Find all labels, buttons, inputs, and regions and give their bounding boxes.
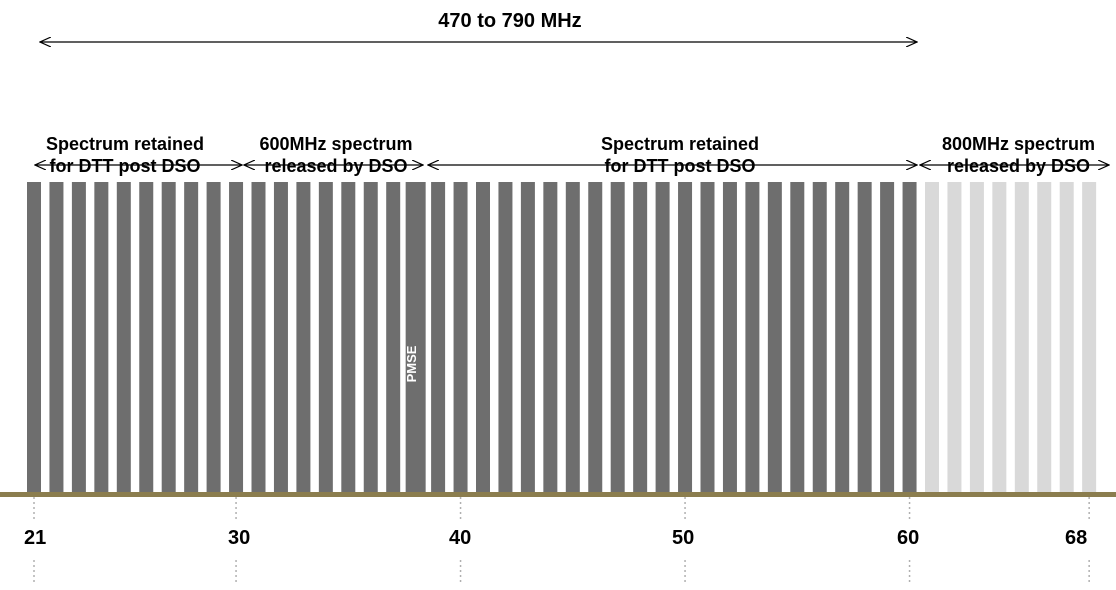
baseline [0,492,1116,497]
channel-bar-35 [341,182,356,492]
pmse-label: PMSE [404,345,419,383]
tick-label-60: 60 [897,527,920,549]
channel-bar-60 [902,182,917,492]
channel-bar-24 [94,182,109,492]
channel-bar-66 [1037,182,1052,492]
tick-label-68: 68 [1065,527,1088,549]
segment-label-line: released by DSO [264,156,408,176]
channel-bar-47 [610,182,625,492]
channel-bar-23 [71,182,86,492]
channel-bar-49 [655,182,670,492]
segment-label-retained-high: Spectrum retained for DTT post DSO [560,133,800,177]
tick-label-30: 30 [228,527,251,549]
tick-label-50: 50 [672,527,695,549]
channel-bar-22 [49,182,64,492]
segment-label-line: Spectrum retained [45,134,205,154]
channel-bar-45 [565,182,580,492]
segment-label-800mhz-released: 800MHz spectrum released by DSO [916,133,1116,177]
channel-bar-30 [229,182,244,492]
segment-label-line: released by DSO [946,156,1091,176]
channel-bar-63 [969,182,984,492]
channel-bar-34 [318,182,333,492]
channel-bar-67 [1059,182,1074,492]
pmse-bar [405,182,426,492]
channel-bar-33 [296,182,311,492]
segment-label-600mhz-released: 600MHz spectrum released by DSO [236,133,436,177]
channel-bar-55 [790,182,805,492]
channel-bar-51 [700,182,715,492]
channel-bar-48 [633,182,648,492]
tick-label-21: 21 [24,527,47,549]
channel-bar-37 [386,182,401,492]
channel-bar-41 [476,182,490,492]
channel-bar-65 [1014,182,1029,492]
channel-bar-31 [251,182,266,492]
channel-bar-32 [273,182,288,492]
segment-label-line: 800MHz spectrum [941,134,1096,154]
channel-bar-43 [520,182,535,492]
channel-bar-53 [745,182,760,492]
channel-bar-39 [431,182,446,492]
channel-bar-52 [722,182,737,492]
segment-label-retained-low: Spectrum retained for DTT post DSO [20,133,230,177]
channel-bar-68 [1082,182,1097,492]
segment-label-line: for DTT post DSO [604,156,756,176]
segment-label-line: for DTT post DSO [49,156,201,176]
channel-bar-21 [27,182,41,492]
channel-bar-64 [992,182,1007,492]
segment-label-line: Spectrum retained [600,134,760,154]
channel-bar-54 [767,182,782,492]
channel-bar-42 [498,182,513,492]
channel-bar-59 [880,182,895,492]
channel-bar-28 [184,182,199,492]
channel-bar-26 [139,182,154,492]
channel-bar-44 [543,182,558,492]
channel-bar-40 [453,182,468,492]
channel-bar-25 [116,182,131,492]
channel-bar-61 [925,182,939,492]
channel-bar-57 [835,182,850,492]
channel-bar-27 [161,182,176,492]
segment-label-line: 600MHz spectrum [259,134,413,154]
tick-label-40: 40 [449,527,472,549]
channel-bar-36 [363,182,378,492]
channel-bar-62 [947,182,962,492]
channel-bar-46 [588,182,603,492]
channel-bar-58 [857,182,872,492]
channel-bar-50 [678,182,693,492]
channel-bar-56 [812,182,827,492]
channel-bar-29 [206,182,221,492]
frequency-range-label: 470 to 790 MHz [438,10,582,32]
